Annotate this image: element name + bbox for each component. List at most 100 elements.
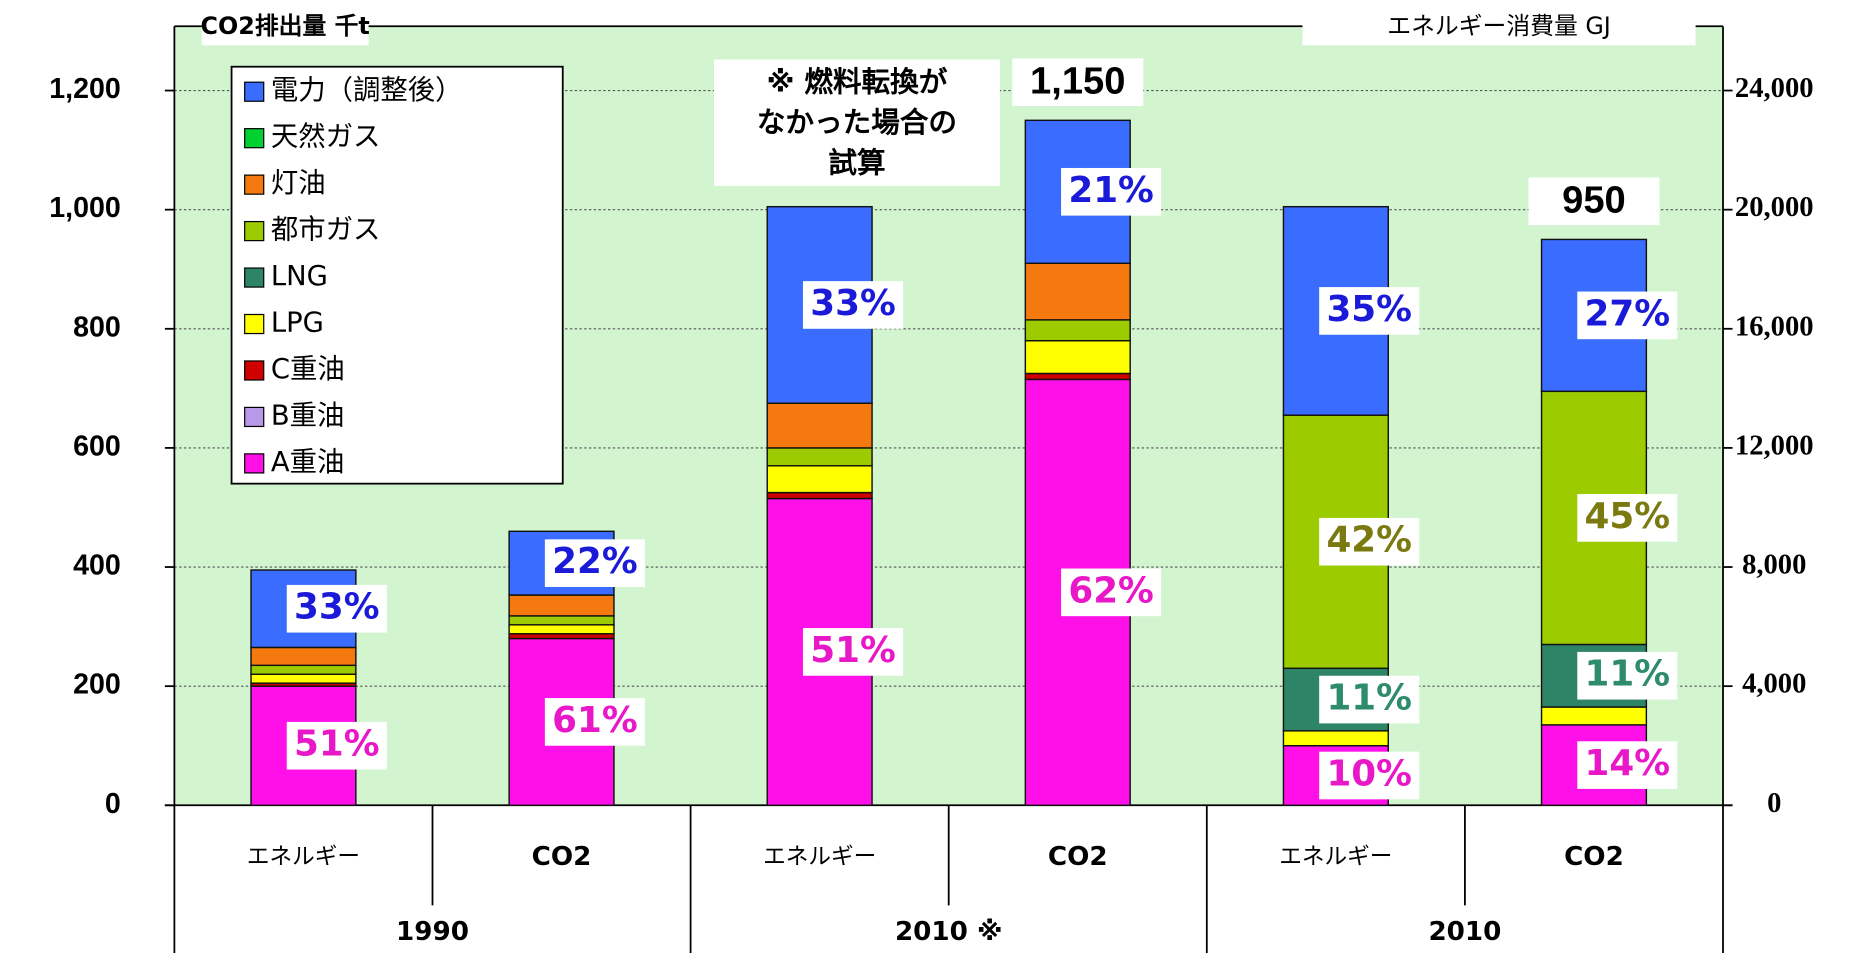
bar-segment <box>250 646 357 667</box>
y2-tick-label: 0 <box>1767 788 1781 819</box>
y2-tick-label: 16,000 <box>1735 311 1814 342</box>
x-tick-label: CO2 <box>1564 842 1624 872</box>
legend-label: 電力（調整後） <box>271 75 463 106</box>
bar-segment <box>1024 262 1131 321</box>
note-line: ※ 燃料転換が <box>767 64 948 98</box>
legend-label: 都市ガス <box>271 215 381 246</box>
note-line: 試算 <box>828 145 885 179</box>
total-label-bg <box>1012 58 1144 107</box>
legend-label: 天然ガス <box>271 122 381 153</box>
share-label-bg <box>1319 517 1420 566</box>
share-label-bg <box>1319 287 1420 335</box>
bar-segment <box>1282 730 1389 747</box>
share-label-bg <box>1319 675 1420 724</box>
legend-box <box>230 65 564 485</box>
y-tick-label: 600 <box>73 430 121 462</box>
bar-segment <box>508 624 615 635</box>
legend-label: C重油 <box>271 354 345 385</box>
share-label-bg <box>1577 651 1678 700</box>
share-label-bg <box>802 628 904 676</box>
y2-tick-label: 8,000 <box>1742 550 1806 581</box>
legend-label: LPG <box>271 308 324 339</box>
share-label-bg <box>1577 494 1678 542</box>
bar-segment <box>1540 706 1648 726</box>
bar-segment <box>1024 319 1131 342</box>
legend-swatch <box>244 128 265 149</box>
share-label: 62% <box>1068 570 1154 611</box>
x-tick-label: エネルギー <box>763 844 876 870</box>
group-label: 2010 ※ <box>895 917 1002 947</box>
share-label: 10% <box>1326 754 1412 795</box>
y-tick-label: 1,200 <box>49 73 121 105</box>
y-title-bg <box>201 9 369 46</box>
share-label-bg <box>802 281 904 329</box>
share-label-bg <box>286 721 387 770</box>
legend-swatch <box>244 220 265 242</box>
share-label-bg <box>1577 291 1678 340</box>
y2-title-bg <box>1302 9 1696 46</box>
group-label: 1990 <box>396 917 469 947</box>
share-label-bg <box>1577 741 1678 789</box>
bar-segment <box>508 594 615 617</box>
share-label-bg <box>1061 167 1162 216</box>
bar-segment <box>250 664 357 675</box>
share-label: 51% <box>294 724 380 765</box>
legend-swatch <box>244 406 265 428</box>
share-label: 61% <box>552 700 638 741</box>
share-label: 27% <box>1585 293 1671 334</box>
total-label: 1,150 <box>1030 59 1125 102</box>
legend-swatch <box>244 313 265 335</box>
bar-segment <box>766 491 873 500</box>
y2-tick-label: 24,000 <box>1735 73 1814 104</box>
share-label-bg <box>544 698 645 746</box>
bar-segment <box>766 447 873 467</box>
note-line: なかった場合の <box>757 105 957 139</box>
x-tick-label: CO2 <box>532 842 592 872</box>
group-label: 2010 <box>1428 917 1501 947</box>
x-tick-label: エネルギー <box>247 844 360 870</box>
bar-segment <box>766 402 873 449</box>
share-label-bg <box>1061 568 1162 617</box>
legend-label: 灯油 <box>271 168 326 199</box>
legend-swatch <box>244 174 265 195</box>
legend-label: B重油 <box>271 400 345 431</box>
y2-tick-label: 4,000 <box>1742 669 1806 700</box>
legend-swatch <box>244 81 265 102</box>
legend-label: A重油 <box>271 447 344 478</box>
y-tick-label: 0 <box>105 788 121 820</box>
x-tick-label: CO2 <box>1048 842 1108 872</box>
y-tick-label: 200 <box>73 669 121 701</box>
bar-segment <box>1024 339 1131 375</box>
share-label: 42% <box>1326 520 1412 561</box>
share-label: 11% <box>1326 678 1412 719</box>
y-tick-label: 1,000 <box>49 192 121 224</box>
bar-segment <box>508 615 615 626</box>
y-title: CO2排出量 千t <box>201 12 370 40</box>
share-label: 45% <box>1585 496 1671 537</box>
share-label-bg <box>544 539 645 587</box>
total-label: 950 <box>1562 179 1626 222</box>
x-tick-label: エネルギー <box>1279 844 1392 870</box>
total-label-bg <box>1528 177 1660 226</box>
note-bg <box>714 59 1000 186</box>
share-label-bg <box>1319 751 1420 800</box>
legend-label: LNG <box>271 261 328 292</box>
share-label: 22% <box>552 541 638 582</box>
legend-swatch <box>244 453 265 474</box>
y2-title: エネルギー消費量 GJ <box>1387 12 1611 40</box>
share-label: 33% <box>810 283 896 324</box>
y-tick-label: 400 <box>73 550 121 582</box>
legend-swatch <box>244 267 265 288</box>
share-label: 33% <box>294 587 380 628</box>
share-label: 35% <box>1326 289 1412 330</box>
share-label-bg <box>286 584 387 633</box>
bar-segment <box>766 465 873 494</box>
y2-tick-label: 12,000 <box>1735 430 1814 461</box>
bar-segment <box>1024 372 1131 381</box>
bar-segment <box>250 673 357 684</box>
share-label: 51% <box>810 630 896 671</box>
share-label: 14% <box>1585 743 1671 784</box>
y-tick-label: 800 <box>73 311 121 343</box>
